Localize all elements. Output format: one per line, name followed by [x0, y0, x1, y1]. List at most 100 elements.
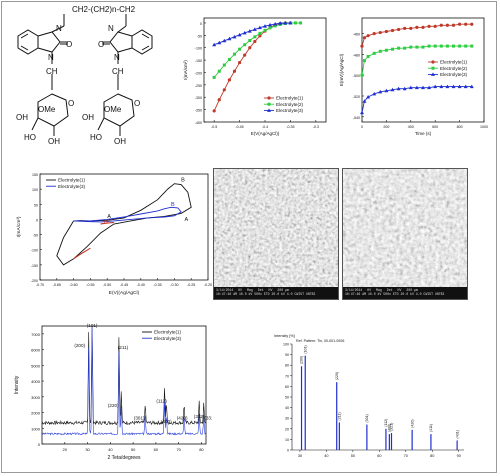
data-point: [458, 44, 462, 48]
x-tick-label: 60: [377, 454, 381, 458]
x-tick-label: 80: [430, 454, 434, 458]
y-tick-label: 0: [200, 22, 202, 26]
data-point: [469, 84, 474, 89]
data-point: [384, 29, 388, 34]
data-point: [414, 85, 419, 90]
legend-label: Electrolyte(3): [276, 108, 304, 113]
bar-label: (112): [384, 419, 388, 427]
right-ome: OMe: [104, 105, 122, 114]
data-point: [227, 58, 231, 62]
y-tick-label: 150: [32, 173, 38, 177]
x-tick-label: -0.45: [120, 283, 128, 287]
legend-label: Electrolyte(1): [440, 60, 468, 65]
bar-label: (211): [338, 412, 342, 420]
y-tick-label: 7000: [31, 332, 41, 337]
anodic-highlight: [100, 221, 114, 225]
series-line: [41, 326, 207, 436]
legend-marker: [267, 102, 271, 106]
data-point: [451, 23, 456, 27]
x-tick-label: -0.20: [204, 283, 212, 287]
data-point: [427, 24, 431, 28]
data-point: [258, 34, 262, 38]
y-tick-label: 10: [285, 438, 289, 442]
y-tick-label: -500: [353, 74, 360, 78]
peak-annotation: A: [107, 214, 111, 220]
data-point: [372, 91, 377, 96]
data-point: [258, 31, 262, 35]
y-axis-label: E(mV)(Ag/AgCl): [339, 53, 344, 86]
right-ring-o: O: [134, 99, 140, 108]
y-tick-label: 0: [36, 218, 38, 222]
y-tick-label: 80: [285, 364, 289, 368]
data-point: [457, 84, 462, 89]
chain-label: CH2-(CH2)n-CH2: [72, 5, 136, 14]
data-point: [427, 85, 432, 90]
right-oh-a: OH: [82, 113, 94, 122]
left-n-bottom: N: [48, 53, 54, 62]
y-tick-label: -200: [195, 71, 202, 75]
bar-label: (321): [390, 423, 394, 431]
data-point: [268, 22, 273, 27]
peak-label: (112): [156, 398, 167, 403]
right-oh-b: OH: [114, 137, 126, 146]
data-point: [433, 44, 437, 48]
x-tick-label: 30: [298, 454, 302, 458]
data-point: [433, 84, 438, 89]
y-tick-label: 100: [32, 188, 38, 192]
data-point: [439, 44, 443, 48]
x-tick-label: -0.40: [137, 283, 145, 287]
data-point: [268, 26, 272, 30]
x-tick-label: 40: [108, 447, 113, 452]
data-point: [378, 30, 382, 35]
data-point: [378, 49, 382, 53]
data-point: [409, 26, 413, 30]
chart-subtitle: Ref. Pattern: Tin, 00-001-0926: [296, 339, 344, 343]
bar-label: (400): [388, 424, 392, 432]
x-tick-label: 1000: [480, 125, 488, 129]
bar-label: (101): [303, 345, 307, 353]
y-tick-label: 70: [285, 374, 289, 378]
left-oh-b: OH: [48, 137, 60, 146]
x-axis-label: 2 Teta/degrees: [108, 455, 141, 461]
data-point: [238, 47, 242, 51]
data-point: [445, 84, 450, 89]
data-point: [470, 22, 474, 26]
x-tick-label: 200: [383, 125, 389, 129]
data-point: [252, 27, 257, 31]
series-line: [73, 206, 182, 223]
data-point: [390, 28, 395, 33]
legend-label: Electrolyte(2): [276, 102, 304, 107]
right-n-top: N: [108, 24, 114, 33]
sem-texture-left: [214, 169, 338, 289]
data-point: [464, 44, 468, 48]
legend-label: Electrolyte(3): [58, 184, 86, 189]
right-n-bottom: N: [114, 53, 120, 62]
x-axis-label: E(V)(Ag/AgCl): [109, 290, 140, 296]
series-line: [56, 183, 192, 266]
peak-annotation: A: [104, 219, 108, 225]
peak-label: (220): [108, 403, 119, 408]
data-point: [232, 69, 237, 73]
x-tick-label: 30: [85, 447, 90, 452]
x-tick-label: 90: [457, 454, 461, 458]
x-tick-label: -0.3: [313, 125, 319, 129]
data-point: [372, 51, 376, 55]
legend-label: Electrolyte(1): [58, 178, 86, 183]
x-tick-label: 60: [154, 447, 159, 452]
data-point: [408, 85, 413, 90]
data-point: [253, 39, 257, 44]
series-line: [213, 22, 301, 78]
data-point: [248, 39, 252, 43]
data-point: [397, 46, 401, 50]
data-point: [372, 32, 376, 36]
right-ho: HO: [90, 133, 102, 142]
data-point: [212, 42, 217, 47]
data-point: [294, 21, 297, 25]
data-point: [397, 27, 401, 32]
y-tick-label: -150: [195, 59, 202, 63]
legend-marker: [267, 96, 271, 100]
y-tick-label: -150: [31, 264, 38, 268]
data-point: [212, 109, 216, 113]
y-tick-label: 0: [38, 442, 41, 447]
